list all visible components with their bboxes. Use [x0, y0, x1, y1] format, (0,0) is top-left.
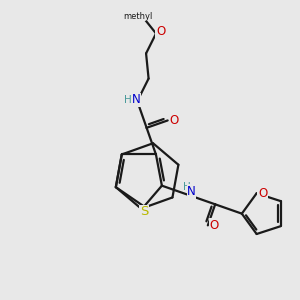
Text: O: O — [156, 26, 165, 38]
Text: methyl: methyl — [123, 11, 153, 20]
Text: H: H — [124, 95, 132, 105]
Text: N: N — [131, 93, 140, 106]
Text: N: N — [187, 185, 196, 198]
Text: O: O — [169, 114, 179, 127]
Text: O: O — [258, 187, 267, 200]
Text: O: O — [210, 219, 219, 232]
Text: S: S — [140, 205, 148, 218]
Text: H: H — [183, 182, 191, 192]
